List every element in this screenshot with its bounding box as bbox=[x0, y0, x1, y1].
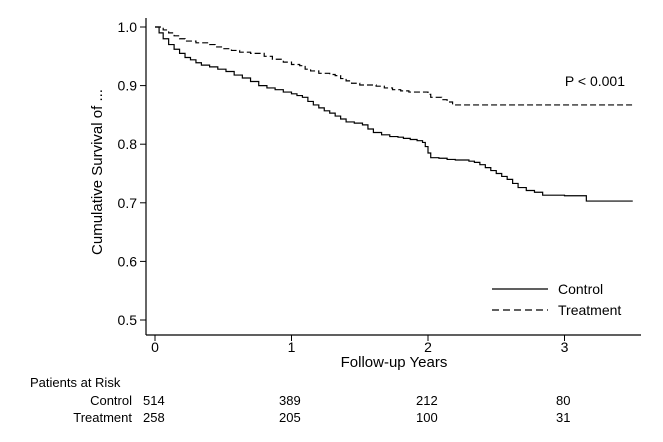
risk-cell: 205 bbox=[279, 410, 301, 425]
risk-row-label: Treatment bbox=[73, 410, 132, 425]
x-tick-label: 2 bbox=[424, 339, 432, 355]
legend-label-control: Control bbox=[558, 281, 603, 297]
y-tick-label: 0.6 bbox=[118, 253, 138, 269]
risk-table-title: Patients at Risk bbox=[30, 375, 121, 390]
y-tick-label: 1.0 bbox=[118, 19, 138, 35]
risk-cell: 212 bbox=[416, 393, 438, 408]
series-line-treatment bbox=[155, 26, 633, 106]
y-tick-label: 0.7 bbox=[118, 195, 138, 211]
p-value-annotation: P < 0.001 bbox=[565, 73, 625, 89]
legend: Control Treatment bbox=[492, 281, 621, 318]
y-axis-label: Cumulative Survival of ... bbox=[89, 89, 106, 255]
risk-cell: 514 bbox=[143, 393, 165, 408]
risk-cell: 31 bbox=[556, 410, 571, 425]
risk-cell: 80 bbox=[556, 393, 571, 408]
x-tick-label: 1 bbox=[288, 339, 296, 355]
risk-cell: 100 bbox=[416, 410, 438, 425]
x-tick-label: 0 bbox=[151, 339, 159, 355]
y-tick-label: 0.5 bbox=[118, 312, 138, 328]
x-tick-label: 3 bbox=[561, 339, 569, 355]
risk-cell: 258 bbox=[143, 410, 165, 425]
y-tick-label: 0.8 bbox=[118, 136, 138, 152]
risk-cell: 389 bbox=[279, 393, 301, 408]
axes: 0.5 0.6 0.7 0.8 0.9 1.0 0 1 2 3 bbox=[118, 18, 641, 355]
risk-row-label: Control bbox=[90, 393, 132, 408]
y-tick-label: 0.9 bbox=[118, 78, 138, 94]
legend-label-treatment: Treatment bbox=[558, 302, 621, 318]
series-layer bbox=[155, 26, 633, 202]
series-line-control bbox=[155, 26, 633, 202]
x-axis-label: Follow-up Years bbox=[341, 354, 448, 371]
